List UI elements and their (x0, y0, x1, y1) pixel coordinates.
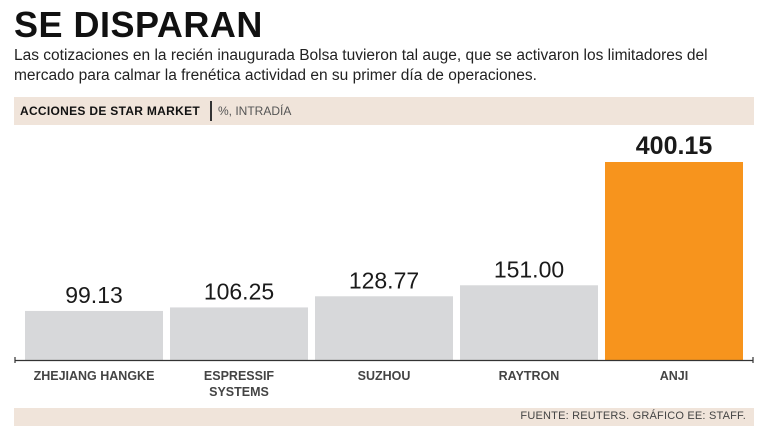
subtitle: Las cotizaciones en la recién inaugurada… (14, 47, 708, 84)
value-label: 151.00 (494, 256, 564, 282)
category-label: SYSTEMS (209, 385, 269, 399)
value-label: 400.15 (636, 132, 713, 160)
bar-zhejiang-hangke (25, 310, 163, 360)
band-divider (210, 101, 212, 121)
value-label: 128.77 (349, 267, 419, 293)
value-label: 99.13 (65, 282, 123, 308)
category-label: ZHEJIANG HANGKE (34, 369, 155, 383)
value-label: 106.25 (204, 278, 274, 304)
source-note: FUENTE: REUTERS. GRÁFICO EE: STAFF. (520, 410, 746, 422)
bar-anji (605, 162, 743, 360)
category-label: ANJI (660, 369, 688, 383)
category-label: RAYTRON (499, 369, 560, 383)
bar-chart: 99.13 ZHEJIANG HANGKE 106.25 ESPRESSIF SYSTE… (14, 132, 754, 399)
bar-suzhou (315, 296, 453, 360)
page-title: SE DISPARAN (14, 4, 263, 45)
chart-header-band: ACCIONES DE STAR MARKET %, INTRADÍA (14, 97, 754, 125)
bar-espressif-systems (170, 307, 308, 360)
chart-title: ACCIONES DE STAR MARKET (20, 104, 201, 118)
bar-raytron (460, 285, 598, 360)
footer-band: FUENTE: REUTERS. GRÁFICO EE: STAFF. (14, 408, 754, 426)
category-label: SUZHOU (358, 369, 411, 383)
chart-unit: %, INTRADÍA (218, 104, 292, 118)
category-label: ESPRESSIF (204, 369, 275, 383)
